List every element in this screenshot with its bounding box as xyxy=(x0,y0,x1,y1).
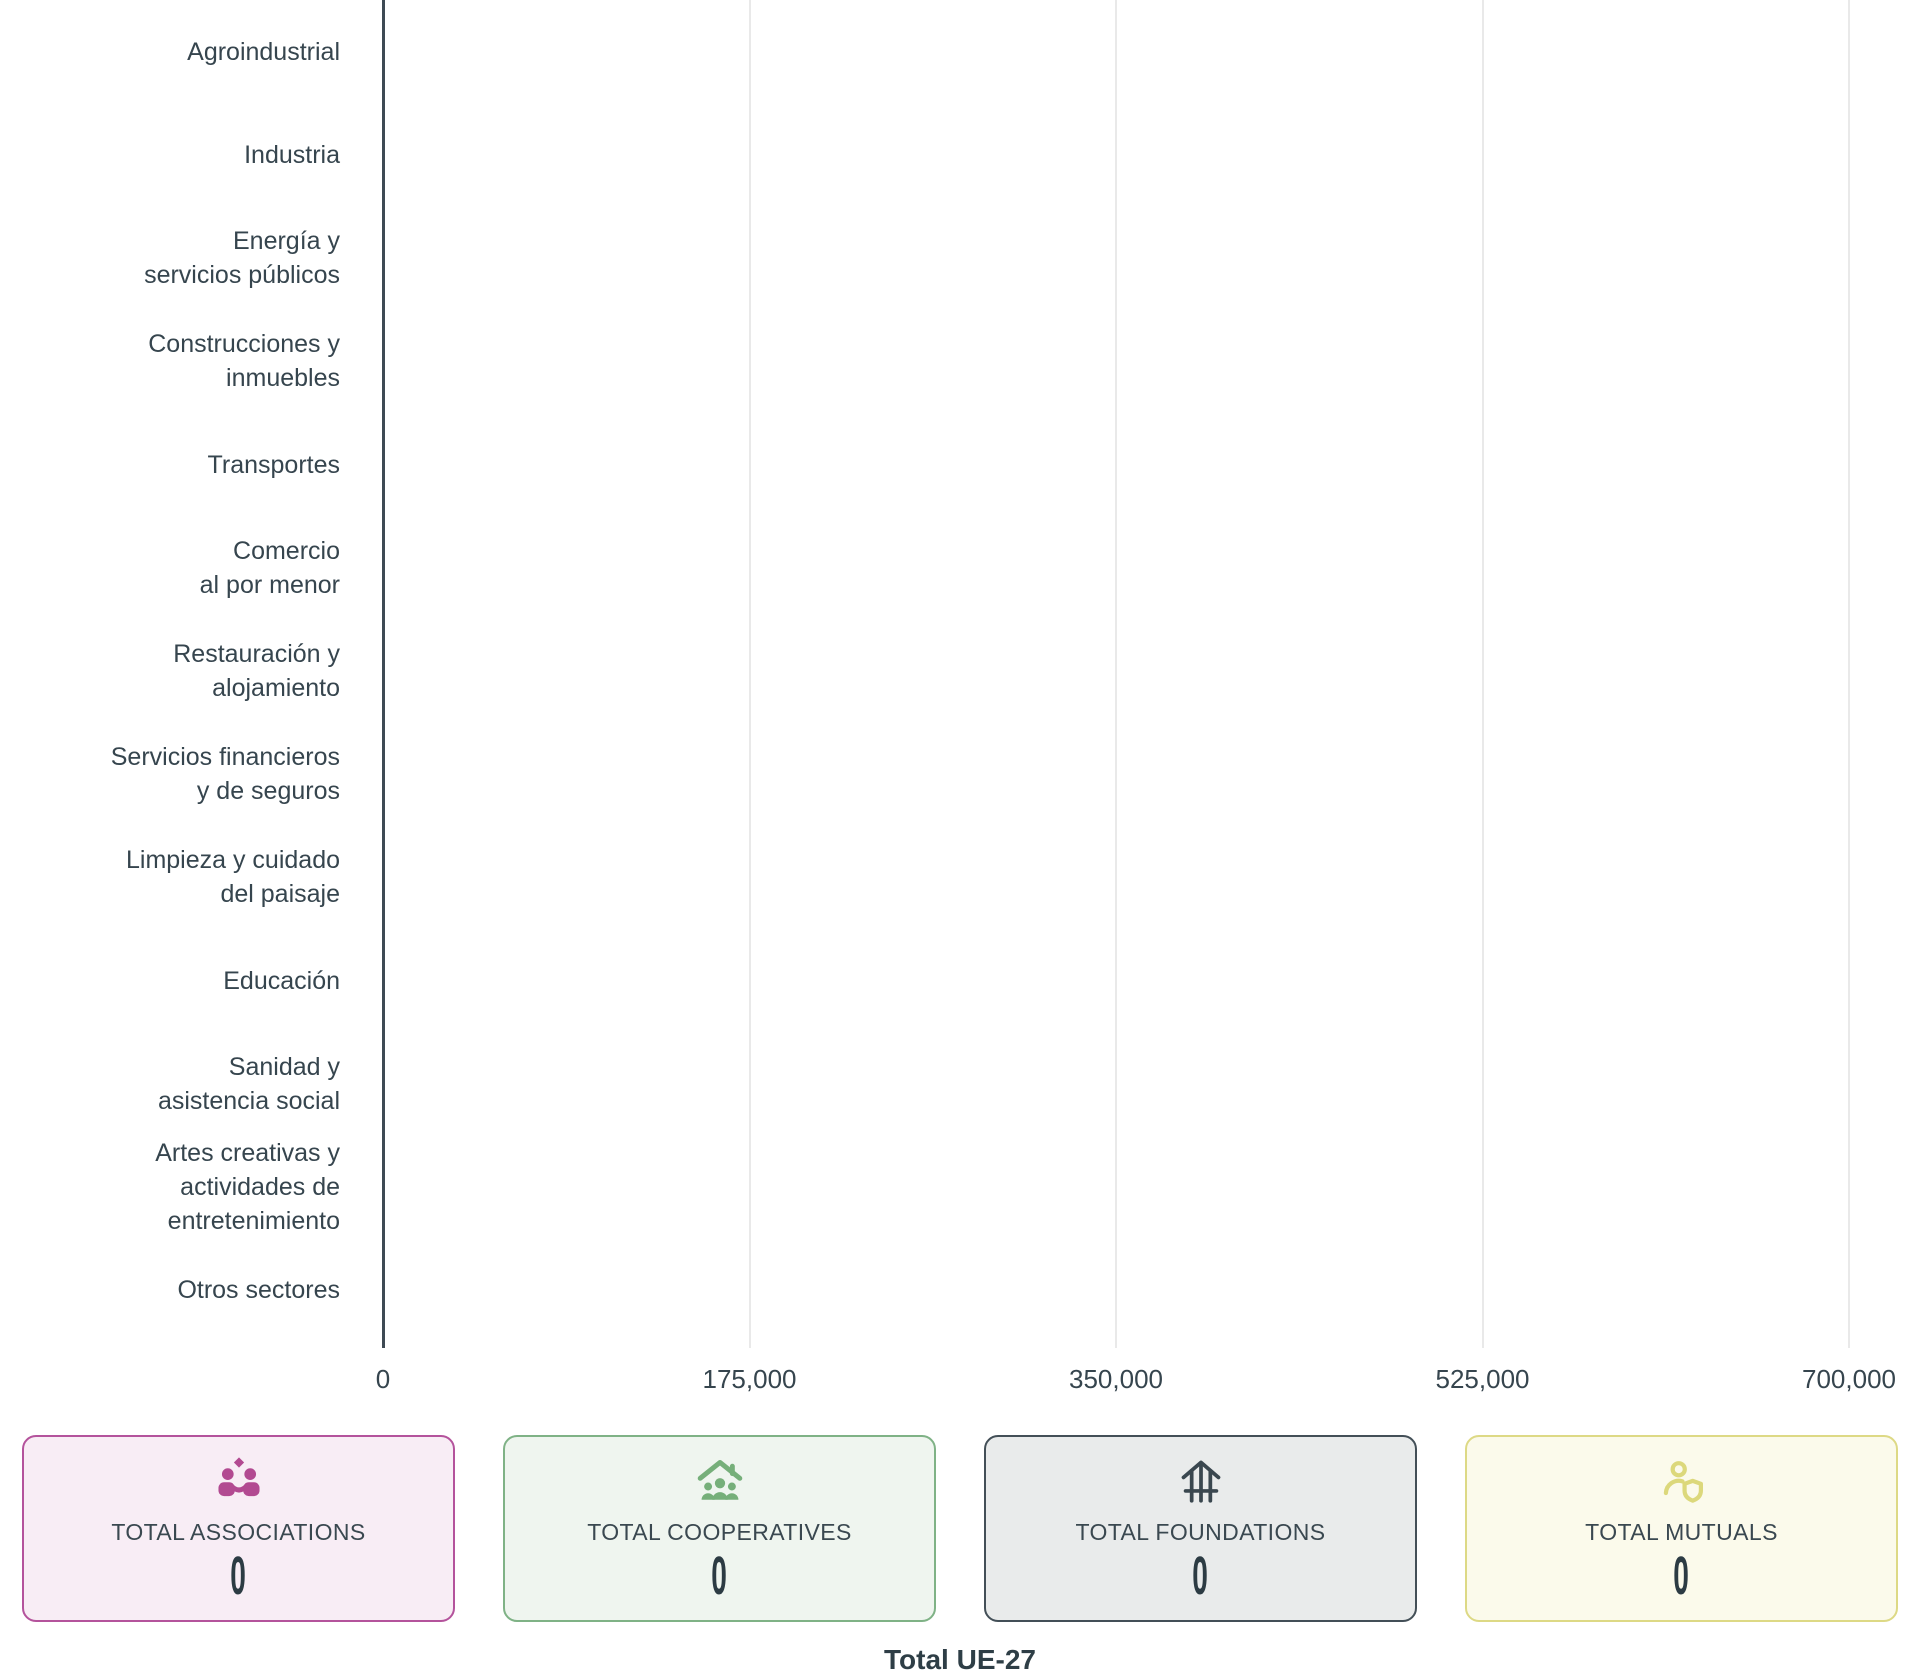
card-value: 0 xyxy=(1673,1545,1690,1606)
card-label: TOTAL COOPERATIVES xyxy=(587,1518,852,1545)
x-tick-label: 0 xyxy=(375,1364,391,1394)
card-label: TOTAL FOUNDATIONS xyxy=(1075,1518,1326,1545)
card-label: TOTAL MUTUALS xyxy=(1585,1518,1778,1545)
total-mutuals-card: TOTAL MUTUALS 0 xyxy=(1465,1435,1898,1622)
gridline xyxy=(748,0,751,1348)
x-tick-label: 525,000 xyxy=(1435,1364,1530,1394)
category-label: Educación xyxy=(223,966,340,995)
category-label: Otros sectores xyxy=(177,1276,340,1305)
category-label: Limpieza y cuidado del paisaje xyxy=(125,846,340,909)
category-label: Transportes xyxy=(207,450,340,479)
chart-footer-caption: Total UE-27 xyxy=(884,1644,1036,1675)
person-shield-icon xyxy=(1654,1453,1710,1513)
gridline xyxy=(1848,0,1850,1348)
total-foundations-card: TOTAL FOUNDATIONS 0 xyxy=(984,1435,1417,1622)
plot-area xyxy=(381,0,1850,1348)
x-tick-label: 700,000 xyxy=(1802,1364,1896,1394)
x-axis-tick-row: 0 175,000 350,000 525,000 700,000 xyxy=(0,1364,1920,1404)
totals-cards-row: TOTAL ASSOCIATIONS 0 TOTAL COOPERATIVES … xyxy=(0,1435,1920,1622)
people-association-icon xyxy=(211,1453,267,1513)
x-tick-label: 350,000 xyxy=(1069,1364,1163,1394)
category-labels: Agroindustrial Industria Energía y servici… xyxy=(0,0,340,1342)
category-label: Artes creativas y actividades de entrete… xyxy=(155,1139,340,1236)
card-label: TOTAL ASSOCIATIONS xyxy=(111,1518,366,1545)
gridline xyxy=(1481,0,1484,1348)
category-label: Energía y servicios públicos xyxy=(144,227,340,290)
category-label: Sanidad y asistencia social xyxy=(157,1052,340,1115)
y-axis-line xyxy=(381,0,385,1348)
category-label: Restauración y alojamiento xyxy=(173,639,340,702)
card-value: 0 xyxy=(230,1545,247,1606)
gridline xyxy=(1115,0,1117,1348)
category-label: Industria xyxy=(244,140,340,169)
total-associations-card: TOTAL ASSOCIATIONS 0 xyxy=(22,1435,455,1622)
category-label: Construcciones y inmuebles xyxy=(148,330,340,393)
total-cooperatives-card: TOTAL COOPERATIVES 0 xyxy=(503,1435,936,1622)
x-tick-label: 175,000 xyxy=(702,1364,797,1394)
category-label: Comercio al por menor xyxy=(199,536,340,599)
category-label: Agroindustrial xyxy=(187,37,340,66)
category-label: Servicios financieros y de seguros xyxy=(110,743,340,806)
card-value: 0 xyxy=(711,1545,728,1606)
foundation-building-icon xyxy=(1173,1453,1229,1513)
cooperative-house-icon xyxy=(692,1453,748,1513)
card-value: 0 xyxy=(1192,1545,1209,1606)
